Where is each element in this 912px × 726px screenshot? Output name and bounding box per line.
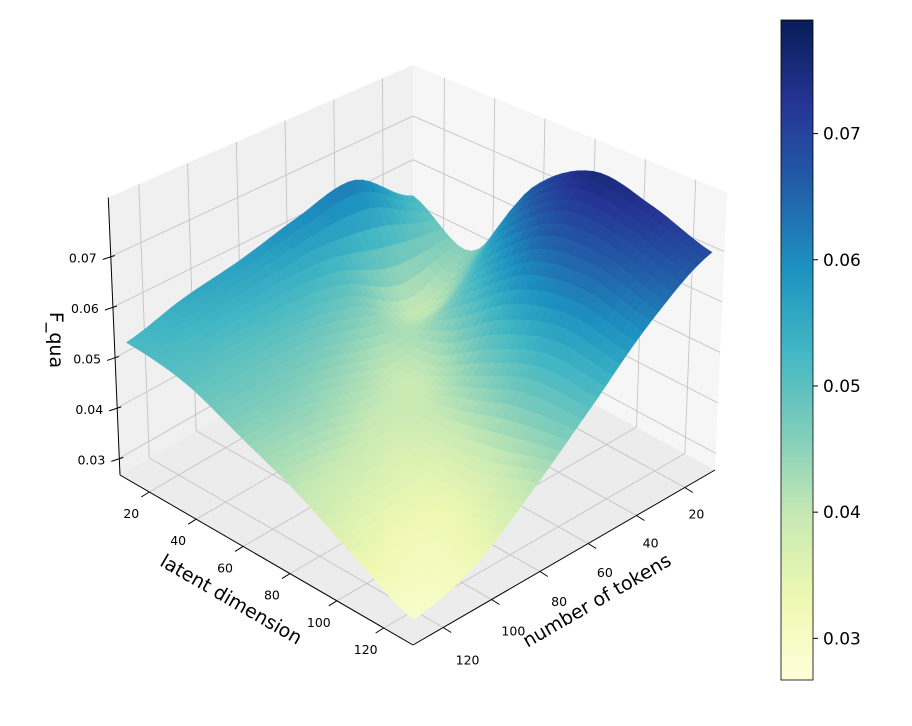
y-tick-mark: [442, 627, 452, 633]
colorbar-tick-label: 0.06: [823, 251, 861, 271]
y-tick-label: 80: [551, 594, 567, 609]
y-tick-mark: [491, 599, 500, 605]
colorbar-tick-label: 0.03: [823, 629, 861, 649]
z-axis-label: F_qua: [45, 312, 67, 368]
x-tick-label: 80: [264, 588, 280, 603]
y-tick-mark: [587, 543, 597, 549]
colorbar-gradient: [780, 19, 814, 681]
x-axis-line: [119, 474, 414, 646]
colorbar-tick-label: 0.05: [823, 377, 861, 397]
colorbar-tick-label: 0.04: [823, 503, 861, 523]
z-tick-label: 0.07: [69, 251, 97, 266]
y-tick-mark: [684, 487, 694, 493]
x-tick-mark: [281, 573, 291, 580]
x-tick-label: 120: [354, 642, 378, 657]
y-tick-label: 60: [597, 565, 613, 580]
surface: [125, 170, 713, 620]
x-tick-mark: [187, 518, 197, 525]
wall-gridline: [138, 184, 150, 459]
z-tick-mark: [102, 255, 115, 261]
y-tick-mark: [636, 515, 645, 521]
y-tick-label: 40: [643, 536, 659, 551]
z-tick-label: 0.03: [77, 452, 105, 467]
x-tick-mark: [328, 600, 338, 607]
x-tick-label: 100: [307, 615, 331, 630]
wall-gridline: [684, 179, 697, 454]
colorbar: 0.03 0.04 0.05 0.06 0.07: [780, 19, 861, 681]
z-tick-mark: [111, 456, 124, 462]
y-tick-label: 20: [688, 506, 704, 521]
y-tick-mark: [539, 571, 549, 577]
z-tick-mark: [104, 305, 118, 311]
z-tick-label: 0.06: [71, 301, 99, 316]
z-tick-mark: [109, 406, 122, 412]
axis-ticks: 0.03 0.04 0.05 0.06 0.07 20 40 60 80 100 120 20 40 60…: [69, 251, 704, 668]
z-tick-label: 0.04: [75, 402, 103, 417]
x-tick-mark: [375, 627, 384, 634]
colorbar-tick-label: 0.07: [823, 125, 861, 145]
z-axis-line: [107, 197, 121, 476]
y-axis-line: [412, 469, 716, 646]
y-tick-label: 120: [456, 653, 480, 668]
x-tick-label: 40: [170, 533, 186, 548]
x-tick-mark: [234, 545, 244, 552]
z-tick-label: 0.05: [73, 351, 101, 366]
axis-lines: [107, 197, 716, 646]
x-tick-label: 60: [217, 560, 233, 575]
surface-patch: [405, 607, 422, 620]
x-tick-mark: [141, 491, 150, 498]
wall-gridline: [110, 115, 414, 257]
z-tick-mark: [106, 355, 120, 361]
x-tick-label: 20: [123, 506, 139, 521]
y-tick-label: 100: [501, 623, 525, 638]
